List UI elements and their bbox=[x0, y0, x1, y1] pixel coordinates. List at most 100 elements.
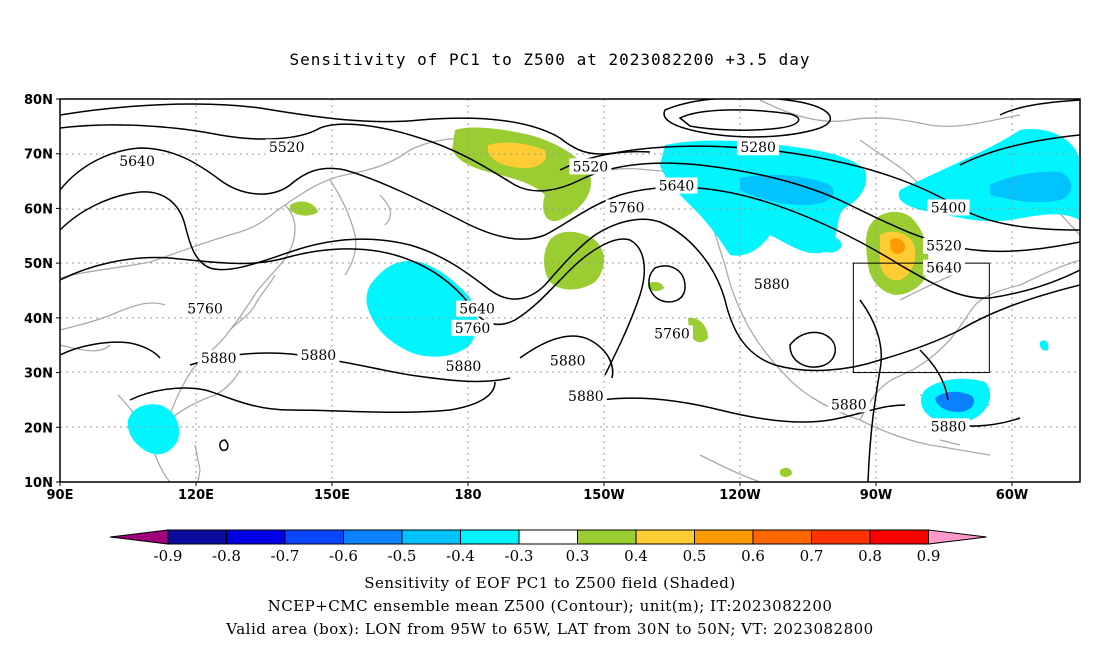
contour-label-bg bbox=[737, 139, 780, 156]
orange-region-great-lakes bbox=[890, 238, 905, 254]
colorbar-swatch bbox=[518, 529, 578, 545]
colorbar-tick-label: -0.7 bbox=[271, 547, 300, 565]
contour-label: 5760 bbox=[609, 200, 645, 216]
contour-label-bg bbox=[927, 418, 970, 435]
colorbar-tick-label: -0.6 bbox=[329, 547, 358, 565]
contour-label-bg bbox=[116, 152, 159, 169]
contour-label: 5400 bbox=[931, 200, 967, 216]
contour-label: 5880 bbox=[754, 277, 790, 293]
contour-label: 5760 bbox=[455, 321, 491, 337]
lon-tick-label: 120E bbox=[178, 488, 214, 503]
lat-tick-label: 60N bbox=[24, 202, 53, 217]
contour-label: 5880 bbox=[568, 389, 604, 405]
contour-label-bg bbox=[297, 347, 340, 364]
colorbar-swatch bbox=[460, 529, 520, 545]
contour-label-bg bbox=[750, 276, 793, 293]
colorbar-swatch bbox=[694, 529, 754, 545]
lat-tick-label: 50N bbox=[24, 257, 53, 272]
colorbar: -0.9 -0.8 -0.7 -0.6 -0.5 -0.4 -0.3 0.3 0.4 0.5 0.6… bbox=[109, 529, 987, 565]
contour-label: 5520 bbox=[269, 140, 305, 156]
colorbar-tick-label: 0.4 bbox=[624, 547, 648, 565]
contour-label: 5640 bbox=[459, 302, 495, 318]
map-title: Sensitivity of PC1 to Z500 at 2023082200… bbox=[289, 50, 811, 69]
contour-label-bg bbox=[655, 177, 698, 194]
lat-tick-label: 70N bbox=[24, 148, 53, 163]
contour-label-bg bbox=[184, 300, 227, 317]
blue-region-north-atlantic bbox=[990, 171, 1072, 203]
colorbar-swatch bbox=[577, 529, 637, 545]
colorbar-tick-label: 0.8 bbox=[858, 547, 882, 565]
cyan-spot-atlantic bbox=[1039, 340, 1049, 351]
z500-contours bbox=[60, 99, 1080, 482]
colorbar-tick-label: -0.3 bbox=[505, 547, 534, 565]
colorbar-tick-label: 0.3 bbox=[566, 547, 590, 565]
contour-label-bg bbox=[442, 358, 485, 375]
lon-tick-label: 90W bbox=[860, 488, 892, 503]
contour-label: 5880 bbox=[201, 351, 237, 367]
green-spot-mexico bbox=[780, 467, 792, 477]
green-spot-west-pacific bbox=[290, 201, 318, 216]
contour-label: 5760 bbox=[187, 302, 223, 318]
contour-label: 5640 bbox=[926, 261, 962, 277]
contour-label-bg bbox=[923, 237, 965, 254]
contour-label: 5520 bbox=[926, 239, 962, 255]
green-region-siberia-alaska bbox=[452, 127, 591, 221]
caption-line-1: Sensitivity of EOF PC1 to Z500 field (Sh… bbox=[364, 574, 736, 592]
colorbar-tick-label: 0.6 bbox=[741, 547, 765, 565]
lat-tick-label: 20N bbox=[24, 421, 53, 436]
caption-line-3: Valid area (box): LON from 95W to 65W, L… bbox=[226, 620, 874, 638]
colorbar-swatch bbox=[284, 529, 344, 545]
contour-label: 5880 bbox=[831, 397, 867, 413]
lon-tick-label: 150E bbox=[314, 488, 350, 503]
contour-label-bg bbox=[923, 259, 965, 276]
lat-tick-label: 10N bbox=[24, 476, 53, 491]
colorbar-swatch bbox=[752, 529, 812, 545]
lat-tick-label: 80N bbox=[24, 93, 53, 108]
contour-label-bg bbox=[265, 139, 308, 156]
contour-label-bg bbox=[827, 396, 870, 413]
contour-label-bg bbox=[927, 199, 970, 216]
cyan-spot-gulf bbox=[820, 235, 842, 253]
colorbar-high-extension bbox=[928, 529, 987, 545]
contour-label: 5880 bbox=[301, 348, 337, 364]
colorbar-swatch bbox=[226, 529, 286, 545]
colorbar-swatch bbox=[869, 529, 929, 545]
contour-label-bg bbox=[605, 199, 648, 216]
lat-tick-label: 40N bbox=[24, 312, 53, 327]
colorbar-tick-label: -0.9 bbox=[154, 547, 183, 565]
lon-tick-label: 150W bbox=[583, 488, 624, 503]
colorbar-tick-label: -0.5 bbox=[388, 547, 417, 565]
contour-label: 5880 bbox=[446, 359, 482, 375]
green-region-alaska-south bbox=[544, 231, 605, 290]
colorbar-swatch bbox=[343, 529, 403, 545]
lon-tick-label: 120W bbox=[719, 488, 760, 503]
contour-label: 5880 bbox=[931, 419, 967, 435]
colorbar-swatch bbox=[401, 529, 461, 545]
plot-frame bbox=[59, 98, 1081, 483]
cyan-region-pacific bbox=[366, 260, 478, 357]
cyan-region-south-china-sea bbox=[127, 404, 180, 455]
contour-label-bg bbox=[546, 352, 589, 369]
contour-label-bg bbox=[651, 325, 693, 342]
contour-label: 5640 bbox=[659, 179, 695, 195]
contour-labels: 5640 5520 5520 5280 5640 5760 5400 5520 5640 5880… bbox=[116, 139, 970, 435]
valid-area-box bbox=[852, 262, 990, 374]
colorbar-tick-label: 0.9 bbox=[917, 547, 941, 565]
contour-label: 5760 bbox=[654, 326, 690, 342]
colorbar-swatch bbox=[635, 529, 695, 545]
colorbar-swatch bbox=[811, 529, 871, 545]
lon-tick-label: 180 bbox=[454, 488, 481, 503]
green-spot-east-pacific bbox=[648, 281, 664, 291]
contour-label-bg bbox=[456, 300, 499, 317]
lon-tick-label: 90E bbox=[47, 488, 74, 503]
colorbar-tick-label: 0.7 bbox=[800, 547, 824, 565]
colorbar-tick-label: -0.4 bbox=[446, 547, 475, 565]
colorbar-tick-label: 0.5 bbox=[683, 547, 707, 565]
contour-label-bg bbox=[564, 388, 607, 405]
contour-label: 5280 bbox=[740, 140, 776, 156]
lat-tick-label: 30N bbox=[24, 367, 53, 382]
contour-label: 5520 bbox=[573, 159, 609, 175]
colorbar-tick-label: -0.8 bbox=[212, 547, 241, 565]
